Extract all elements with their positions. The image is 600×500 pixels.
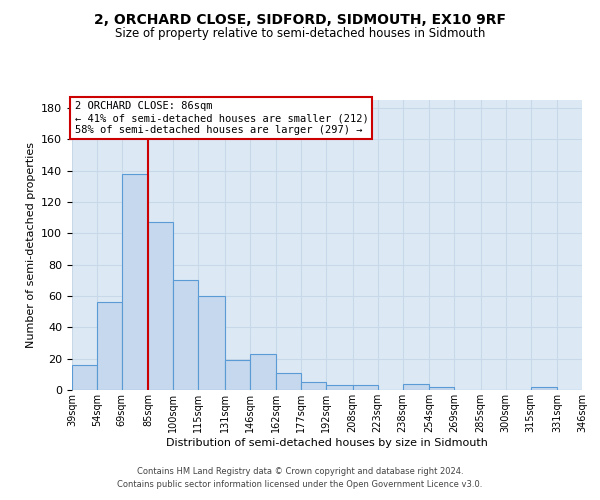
Bar <box>97 302 122 390</box>
Text: 2, ORCHARD CLOSE, SIDFORD, SIDMOUTH, EX10 9RF: 2, ORCHARD CLOSE, SIDFORD, SIDMOUTH, EX1… <box>94 12 506 26</box>
Bar <box>225 360 250 390</box>
Bar <box>301 382 326 390</box>
Text: Contains public sector information licensed under the Open Government Licence v3: Contains public sector information licen… <box>118 480 482 489</box>
Bar <box>353 386 377 390</box>
Bar <box>173 280 198 390</box>
Bar <box>326 386 353 390</box>
Bar <box>72 365 97 390</box>
Bar <box>122 174 148 390</box>
Bar <box>429 387 454 390</box>
X-axis label: Distribution of semi-detached houses by size in Sidmouth: Distribution of semi-detached houses by … <box>166 438 488 448</box>
Text: Size of property relative to semi-detached houses in Sidmouth: Size of property relative to semi-detach… <box>115 28 485 40</box>
Text: 2 ORCHARD CLOSE: 86sqm
← 41% of semi-detached houses are smaller (212)
58% of se: 2 ORCHARD CLOSE: 86sqm ← 41% of semi-det… <box>74 102 368 134</box>
Bar <box>530 387 557 390</box>
Text: Contains HM Land Registry data © Crown copyright and database right 2024.: Contains HM Land Registry data © Crown c… <box>137 467 463 476</box>
Bar <box>403 384 429 390</box>
Y-axis label: Number of semi-detached properties: Number of semi-detached properties <box>26 142 35 348</box>
Bar <box>148 222 173 390</box>
Bar <box>198 296 225 390</box>
Bar <box>250 354 277 390</box>
Bar <box>277 373 301 390</box>
